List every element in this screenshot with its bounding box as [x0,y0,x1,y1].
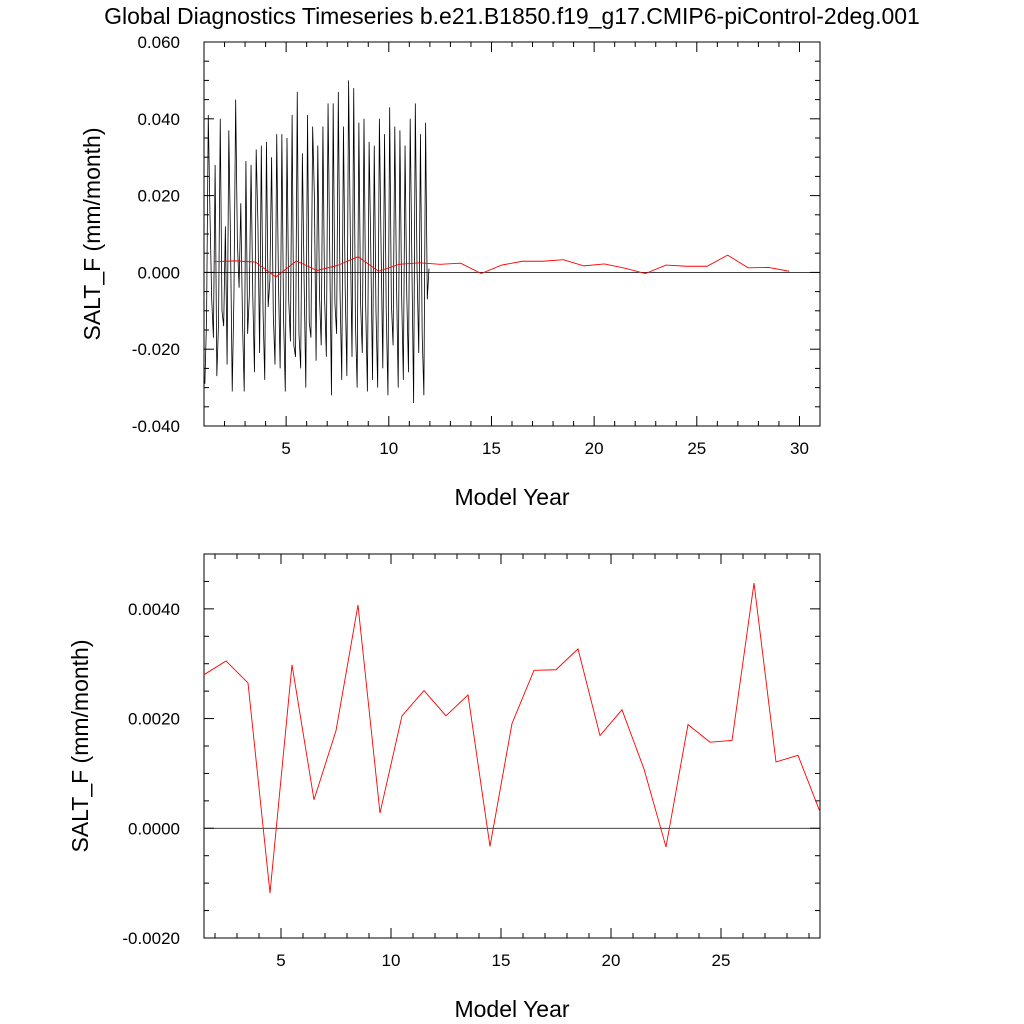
x-tick-label: 20 [602,951,621,970]
y-tick-label: -0.0020 [122,929,180,948]
x-tick-label: 10 [382,951,401,970]
annual-mean-series-line [214,254,790,278]
y-tick-label: 0.060 [137,33,180,52]
chart-title: Global Diagnostics Timeseries b.e21.B185… [104,3,920,29]
annual-mean-series-line [203,583,821,894]
y-tick-label: -0.020 [132,340,180,359]
x-tick-label: 10 [379,439,398,458]
top-panel: 5 10 15 20 25 30 -0.040 -0.020 0.000 0.020 0.040 0.… [79,33,821,510]
y-tick-label: 0.0040 [128,600,180,619]
y-tick-label: 0.040 [137,110,180,129]
bottom-panel: 5 10 15 20 25 -0.0020 0.0000 0.0020 0.0040 Model … [67,553,821,1022]
y-axis-label: SALT_F (mm/month) [67,640,93,853]
x-tick-label: 5 [276,951,285,970]
y-tick-label: 0.020 [137,187,180,206]
x-axis-label: Model Year [454,484,569,510]
x-tick-label: 20 [585,439,604,458]
y-tick-label: 0.0020 [128,710,180,729]
y-axis-label: SALT_F (mm/month) [79,128,105,341]
monthly-series-line [204,80,430,403]
x-tick-label: 30 [790,439,809,458]
x-tick-label: 5 [281,439,290,458]
x-tick-label: 15 [482,439,501,458]
y-tick-label: 0.000 [137,263,180,282]
y-tick-label: -0.040 [132,417,180,436]
x-tick-label: 25 [687,439,706,458]
x-axis-label: Model Year [454,996,569,1022]
x-tick-label: 15 [492,951,511,970]
x-tick-label: 25 [712,951,731,970]
y-tick-label: 0.0000 [128,819,180,838]
